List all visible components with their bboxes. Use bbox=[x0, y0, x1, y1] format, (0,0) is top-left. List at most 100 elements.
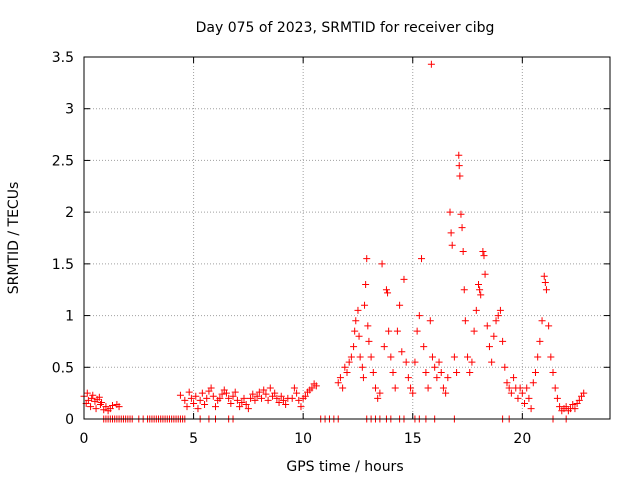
data-point bbox=[391, 384, 399, 392]
data-point bbox=[518, 389, 526, 397]
data-point bbox=[374, 394, 382, 402]
data-point bbox=[236, 403, 244, 411]
data-points bbox=[80, 60, 588, 423]
data-point bbox=[424, 384, 432, 392]
data-point bbox=[266, 384, 274, 392]
data-point bbox=[418, 255, 426, 263]
data-point bbox=[369, 368, 377, 376]
data-point bbox=[262, 390, 270, 398]
data-point bbox=[290, 384, 298, 392]
data-point bbox=[378, 260, 386, 268]
y-tick-label: 1 bbox=[65, 309, 74, 325]
data-point bbox=[470, 327, 478, 335]
data-point bbox=[547, 353, 555, 361]
data-point bbox=[492, 317, 500, 325]
data-point bbox=[176, 391, 184, 399]
y-axis-label: SRMTID / TECUs bbox=[6, 182, 22, 295]
data-point bbox=[365, 337, 373, 345]
data-point bbox=[472, 306, 480, 314]
data-point bbox=[382, 286, 390, 294]
data-point bbox=[387, 353, 395, 361]
data-point bbox=[92, 405, 100, 413]
data-point bbox=[273, 394, 281, 402]
data-point bbox=[212, 403, 219, 411]
y-tick-label: 0 bbox=[65, 412, 74, 428]
data-point bbox=[384, 289, 392, 297]
data-point bbox=[483, 322, 491, 330]
data-point bbox=[356, 353, 364, 361]
data-point bbox=[415, 312, 423, 320]
data-point bbox=[453, 368, 461, 376]
data-point bbox=[244, 405, 252, 413]
data-point bbox=[431, 363, 439, 371]
data-point bbox=[475, 281, 482, 289]
data-point bbox=[447, 229, 455, 237]
data-point bbox=[277, 392, 285, 400]
data-point bbox=[264, 396, 272, 404]
data-point bbox=[376, 389, 384, 397]
data-point bbox=[534, 353, 542, 361]
data-point bbox=[523, 384, 531, 392]
data-point bbox=[341, 363, 349, 371]
x-axis-label: GPS time / hours bbox=[286, 459, 403, 475]
data-point bbox=[521, 399, 529, 407]
data-point bbox=[334, 379, 342, 387]
data-point bbox=[580, 389, 588, 397]
data-point bbox=[496, 306, 504, 314]
plot-frame bbox=[83, 56, 611, 420]
data-point bbox=[207, 384, 215, 392]
data-point bbox=[185, 388, 193, 396]
data-point bbox=[499, 337, 507, 345]
x-tick-labels: 0 5 10 15 20 bbox=[80, 431, 532, 447]
data-point bbox=[514, 394, 522, 402]
data-point bbox=[371, 384, 379, 392]
data-point bbox=[457, 210, 465, 218]
data-point bbox=[464, 353, 472, 361]
data-point bbox=[400, 275, 408, 283]
data-point bbox=[183, 403, 191, 411]
y-tick-labels: 0 0.5 1 1.5 2 2.5 3 3.5 bbox=[52, 50, 74, 428]
data-point bbox=[108, 402, 116, 410]
data-point bbox=[192, 392, 200, 400]
data-point bbox=[428, 353, 436, 361]
data-point bbox=[227, 399, 235, 407]
data-point bbox=[275, 398, 283, 406]
data-point bbox=[404, 374, 412, 382]
data-point bbox=[279, 396, 287, 404]
data-point bbox=[89, 391, 97, 399]
data-point bbox=[575, 396, 583, 404]
data-point bbox=[540, 272, 548, 280]
data-point bbox=[468, 358, 476, 366]
x-tick-label: 0 bbox=[80, 431, 89, 447]
data-point bbox=[398, 348, 406, 356]
data-point bbox=[364, 322, 372, 330]
data-point bbox=[435, 358, 443, 366]
data-point bbox=[336, 374, 344, 382]
data-point bbox=[363, 255, 371, 263]
data-point bbox=[542, 286, 550, 294]
data-point bbox=[439, 384, 447, 392]
data-point bbox=[255, 388, 263, 396]
data-point bbox=[225, 394, 233, 402]
data-point bbox=[409, 389, 417, 397]
data-point bbox=[196, 396, 204, 404]
data-point bbox=[569, 401, 577, 409]
y-tick-label: 3 bbox=[65, 102, 74, 118]
data-point bbox=[422, 368, 430, 376]
data-point bbox=[367, 353, 375, 361]
data-point bbox=[442, 389, 450, 397]
data-point bbox=[413, 327, 421, 335]
x-tick-label: 15 bbox=[404, 431, 422, 447]
axis-ticks bbox=[83, 56, 610, 420]
data-point bbox=[354, 306, 362, 314]
y-tick-label: 2 bbox=[65, 205, 74, 221]
data-point bbox=[181, 396, 189, 404]
data-point bbox=[231, 388, 239, 396]
data-point bbox=[98, 398, 106, 406]
data-point bbox=[459, 247, 467, 255]
data-point bbox=[448, 241, 456, 249]
data-point bbox=[389, 368, 397, 376]
data-point bbox=[251, 396, 259, 404]
data-point bbox=[343, 368, 351, 376]
